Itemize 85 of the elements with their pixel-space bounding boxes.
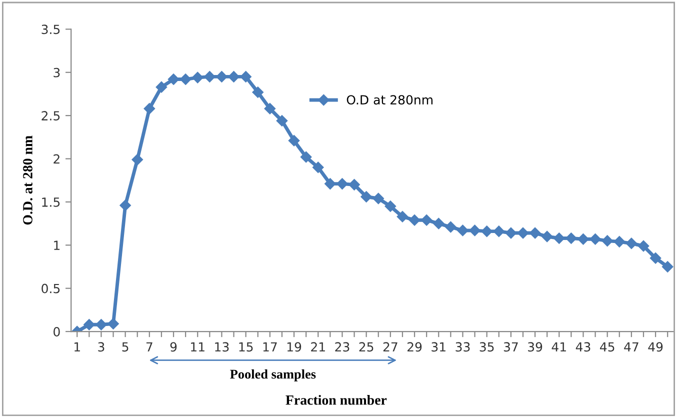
x-tick-label: 21 (311, 342, 325, 352)
point (144, 103, 156, 114)
point (566, 232, 577, 244)
x-axis-title: Fraction number (286, 395, 387, 405)
point (433, 218, 444, 230)
point (590, 233, 601, 245)
point (650, 252, 662, 264)
point (469, 224, 480, 236)
point (372, 192, 384, 204)
point (662, 261, 674, 272)
point (276, 115, 288, 126)
x-tick-label: 15 (239, 342, 253, 352)
point (348, 179, 360, 190)
y-tick-label: 1 (54, 240, 60, 250)
x-tick-label: 29 (407, 342, 422, 352)
x-tick-label: 27 (383, 342, 398, 352)
x-tick-label: 7 (146, 342, 152, 352)
point (252, 86, 264, 98)
point (529, 227, 541, 239)
point (396, 211, 408, 222)
point (96, 319, 107, 330)
x-tick-label: 3 (98, 342, 104, 352)
x-tick-label: 1 (74, 342, 80, 352)
point (517, 227, 529, 239)
point (120, 200, 131, 212)
x-tick-label: 49 (648, 342, 663, 352)
x-tick-label: 5 (122, 342, 128, 352)
point (192, 72, 204, 84)
y-axis-title: O.D. at 280 nm (23, 136, 32, 225)
x-tick-label: 11 (191, 342, 204, 352)
y-tick-label: 3.5 (42, 24, 60, 34)
point (626, 238, 638, 250)
point (228, 71, 240, 82)
point (420, 214, 432, 226)
point (638, 240, 650, 252)
x-tick-label: 17 (263, 342, 277, 352)
x-tick-label: 33 (456, 342, 470, 352)
point (614, 236, 625, 248)
y-tick-label: 2 (54, 154, 60, 164)
x-tick-label: 39 (528, 342, 542, 352)
x-tick-label: 43 (576, 342, 590, 352)
point (264, 103, 276, 114)
point (602, 235, 613, 246)
point (445, 221, 456, 233)
x-tick-label: 37 (504, 342, 518, 352)
x-tick-label: 47 (624, 342, 638, 352)
point (168, 74, 180, 85)
y-tick-label: 0 (54, 326, 60, 336)
point (408, 214, 420, 226)
point (493, 226, 504, 237)
x-tick-label: 45 (600, 342, 614, 352)
x-tick-label: 25 (359, 342, 374, 352)
legend-label: O.D at 280nm (346, 95, 432, 105)
point (240, 71, 252, 82)
point (312, 162, 324, 173)
x-tick-label: 19 (287, 342, 302, 352)
point (554, 232, 565, 244)
y-tick-label: 0.5 (42, 284, 60, 294)
point (360, 191, 372, 202)
point (204, 71, 216, 82)
y-tick-label: 2.5 (42, 111, 60, 120)
point (156, 81, 168, 93)
y-tick-label: 1.5 (42, 198, 60, 207)
y-tick-label: 3 (54, 68, 60, 78)
point (578, 233, 589, 245)
point (300, 151, 312, 163)
x-tick-label: 9 (170, 342, 177, 352)
point (384, 200, 396, 212)
point (336, 178, 348, 190)
point (132, 154, 143, 166)
x-tick-label: 35 (480, 342, 494, 352)
point (84, 319, 95, 330)
point (288, 135, 300, 146)
point (541, 230, 553, 242)
x-tick-label: 23 (335, 342, 350, 352)
point (108, 318, 119, 330)
x-tick-label: 13 (215, 342, 229, 352)
x-tick-label: 31 (432, 342, 446, 352)
point (457, 224, 468, 236)
text: Pooled samples (230, 369, 316, 382)
point (505, 227, 517, 239)
point (216, 71, 228, 82)
x-tick-label: 41 (552, 342, 566, 352)
point (481, 226, 492, 237)
point (324, 178, 336, 190)
